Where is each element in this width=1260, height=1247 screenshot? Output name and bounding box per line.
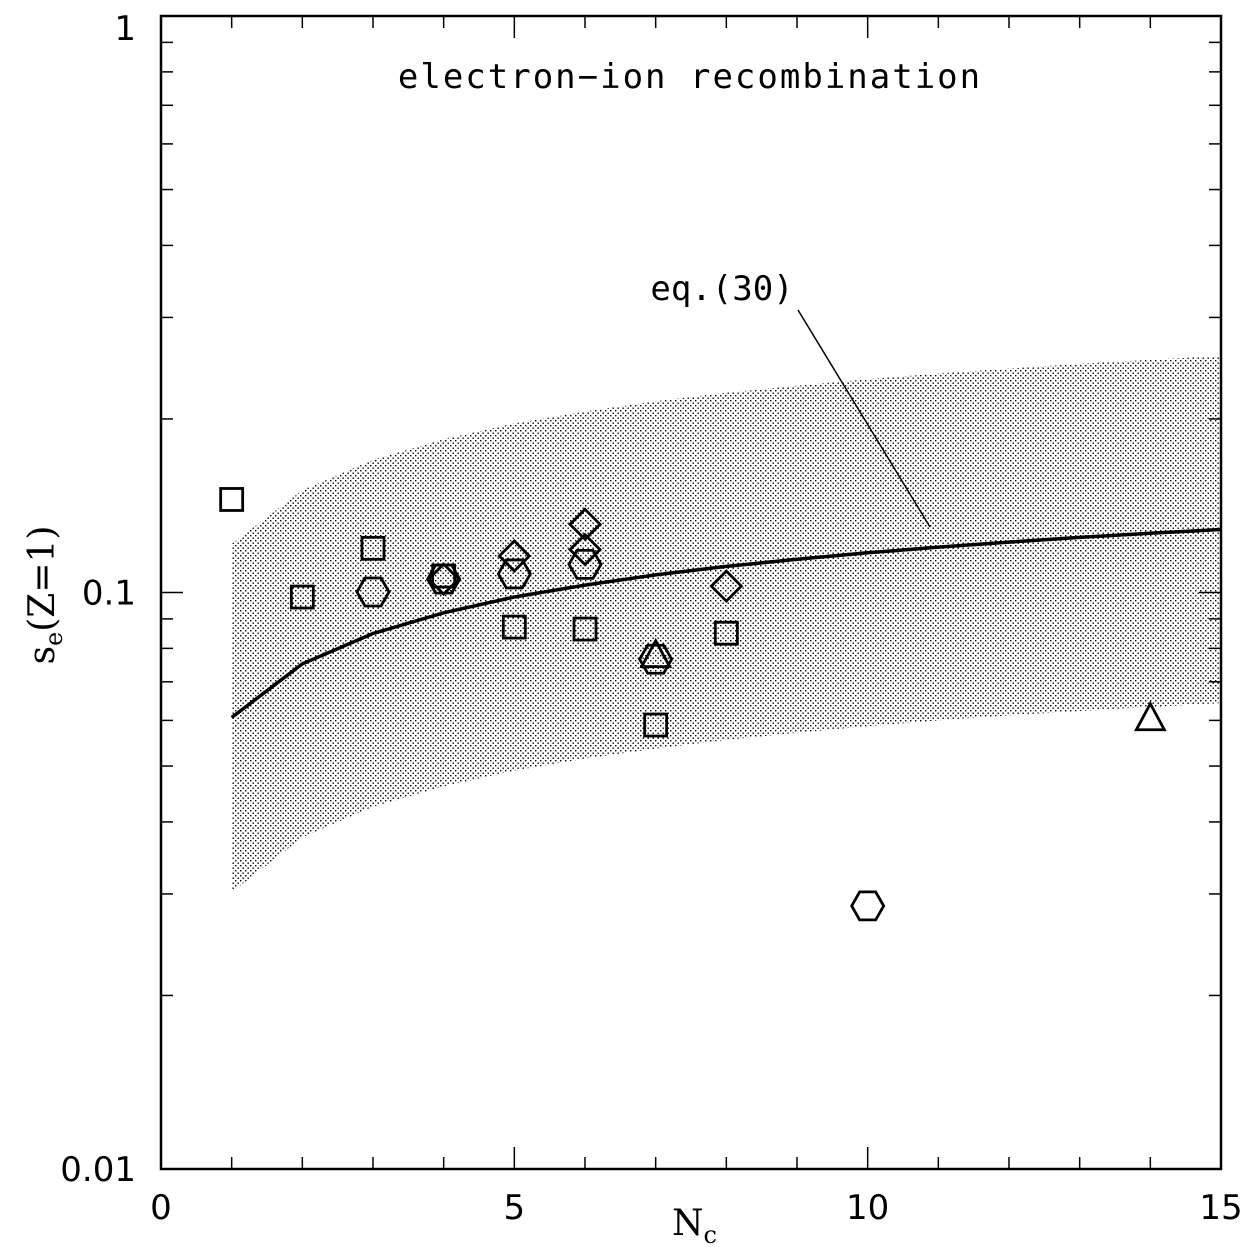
eq30-leader-line [797, 309, 931, 528]
hexagon-marker [496, 558, 532, 590]
y-tick-labels: 0.01 0.1 1 [60, 9, 136, 1190]
chart-annotation: electron−ion recombination [398, 57, 982, 97]
x-axis-title: Nc [672, 1203, 717, 1247]
y-axis-title-sub: e [40, 632, 68, 646]
square-marker [219, 487, 245, 512]
square-marker [289, 584, 315, 610]
eq30-curve [230, 527, 1222, 719]
y-axis-title: se(Z=1) [22, 526, 68, 665]
triangle-marker [1133, 700, 1167, 732]
x-tick-label: 15 [1199, 1188, 1242, 1228]
x-axis-title-sub: c [704, 1221, 717, 1247]
y-tick-label: 0.01 [60, 1150, 136, 1190]
x-tick-label: 0 [150, 1188, 172, 1228]
data-markers [219, 487, 1167, 922]
square-marker [501, 614, 527, 640]
hexagon-marker [355, 576, 391, 608]
diamond-marker [497, 539, 532, 573]
y-tick-label: 0.1 [82, 574, 136, 614]
square-marker [572, 616, 598, 642]
square-marker [643, 712, 669, 738]
x-tick-label: 5 [504, 1188, 526, 1228]
hexagon-marker [638, 643, 674, 675]
triangle-marker [639, 637, 673, 669]
x-tick-label: 10 [846, 1188, 889, 1228]
y-tick-label: 1 [114, 9, 136, 49]
square-marker [360, 535, 386, 561]
y-axis-title-main: s [22, 646, 63, 664]
x-axis-title-main: N [672, 1203, 704, 1244]
diamond-marker [426, 562, 461, 597]
shaded-band [231, 356, 1221, 893]
hexagon-marker [567, 548, 603, 580]
x-tick-labels: 0 5 10 15 [150, 1188, 1242, 1228]
square-marker [713, 620, 739, 646]
diamond-marker [568, 507, 602, 542]
eq30-label: eq.(30) [650, 269, 793, 309]
y-axis-title-rest: (Z=1) [22, 526, 63, 632]
diamond-marker [568, 532, 602, 567]
plot-frame [159, 14, 1223, 1171]
diamond-marker [709, 569, 744, 604]
eq30-curve-layer [230, 527, 1222, 719]
shaded-band-layer [231, 356, 1221, 893]
hexagon-marker [850, 890, 886, 922]
